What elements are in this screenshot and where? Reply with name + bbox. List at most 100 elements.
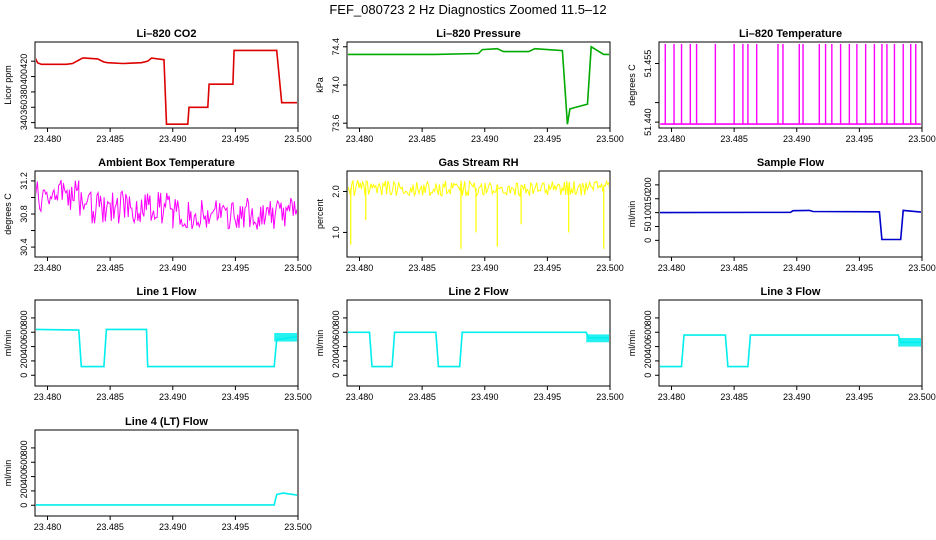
panel-6-ytick-label: 150 [643,191,653,206]
panel-8-ylabel: ml/min [315,330,325,357]
panel-9-xtick-label: 23.480 [658,392,686,402]
panel-6-ytick-label: 50 [643,221,653,231]
panel-3-xtick-label: 23.485 [720,134,748,144]
panel-6-data [660,209,921,241]
panel-4-xtick-label: 23.495 [222,263,250,273]
panel-9-xtick-label: 23.495 [846,392,874,402]
panel-10-title: Line 4 (LT) Flow [125,416,208,428]
panel-6-xtick-label: 23.495 [846,263,874,273]
panel-6-ytick-label: 200 [643,177,653,192]
panel-3-data [660,43,921,125]
panel-10-frame [34,429,299,517]
panel-9-ytick-label: 200 [643,353,653,368]
panel-7-data [36,328,297,368]
panel-9-ytick-label: 800 [643,310,653,325]
panel-4-xtick-label: 23.485 [96,263,124,273]
panel-7-ytick-label: 200 [19,353,29,368]
panel-3: Li–820 Temperature degrees C 23.480 23.485 2… [627,28,936,144]
panel-4-xtick-label: 23.500 [284,263,312,273]
panel-8-ytick-label: 800 [331,310,341,325]
panel-1-title: Li–820 CO2 [137,28,197,40]
panel-10-ylabel: ml/min [3,460,13,487]
panel-5-xtick-label: 23.500 [596,263,624,273]
panel-10-xtick-label: 23.500 [284,522,312,532]
panel-4: Ambient Box Temperature degrees C 23.480 23… [3,157,312,273]
panel-9-xtick-label: 23.485 [720,392,748,402]
panel-2-xtick-label: 23.495 [534,134,562,144]
panel-3-title: Li–820 Temperature [739,28,842,40]
panel-6-title: Sample Flow [757,157,825,169]
panel-6-frame [658,170,923,258]
panel-3-ylabel: degrees C [627,64,637,106]
panel-6-xtick-label: 23.500 [908,263,936,273]
panel-2-xtick-label: 23.500 [596,134,624,144]
panel-1-ytick-label: 360 [19,100,29,115]
panel-9-ytick-label: 400 [643,339,653,354]
panel-1-xtick-label: 23.500 [284,134,312,144]
panel-5-xtick-label: 23.490 [471,263,499,273]
panel-2-title: Li–820 Pressure [436,28,520,40]
panel-1-xtick-label: 23.495 [222,134,250,144]
panel-3-xtick-label: 23.495 [846,134,874,144]
panel-5-series-noise [348,179,609,198]
panel-9-xtick-label: 23.490 [783,392,811,402]
panel-8-xtick-label: 23.495 [534,392,562,402]
panel-9-title: Line 3 Flow [761,286,821,298]
panel-8: Line 2 Flow ml/min 23.480 23.485 23.490 23.49… [315,286,624,402]
panel-8-ytick-label: 200 [331,353,341,368]
panel-1-ytick-label: 400 [19,69,29,84]
panel-4-series-noise [36,179,297,230]
panel-2-series-line [348,45,609,125]
panel-7-ytick-label: 400 [19,339,29,354]
panel-7-frame [34,299,299,387]
panel-7-xtick-label: 23.480 [34,392,62,402]
panel-8-series-line [348,331,609,368]
panel-8-ytick-label: 600 [331,325,341,340]
panel-7-series-line [36,328,297,368]
panel-7-xtick-label: 23.490 [159,392,187,402]
panel-8-xtick-label: 23.480 [346,392,374,402]
panel-3-ytick-label: 51.455 [643,50,653,78]
panel-1: Li–820 CO2 Licor ppm 23.480 23.485 23.490 23.… [3,28,312,144]
panel-4-ytick-label: 30.8 [19,205,29,223]
panel-2-xtick-label: 23.490 [471,134,499,144]
panel-9-xtick-label: 23.500 [908,392,936,402]
panel-5: Gas Stream RH percent 23.480 23.485 23.490 23… [315,157,624,273]
panel-10-ytick-label: 200 [19,483,29,498]
panel-4-title: Ambient Box Temperature [98,157,235,169]
panel-10-xtick-label: 23.485 [96,522,124,532]
panel-1-ytick-label: 380 [19,84,29,99]
panel-1-data [36,49,297,125]
panel-7-ytick-label: 0 [19,373,29,378]
panel-10-xtick-label: 23.495 [222,522,250,532]
panel-9: Line 3 Flow ml/min 23.480 23.485 23.490 23.49… [627,286,936,402]
panel-9-noise-band [898,337,921,347]
panel-8-frame [346,299,611,387]
panel-6-xtick-label: 23.480 [658,263,686,273]
panel-8-ytick-label: 400 [331,339,341,354]
panel-8-xtick-label: 23.485 [408,392,436,402]
panel-6-ytick-label: 0 [643,238,653,243]
panel-7-ylabel: ml/min [3,330,13,357]
panel-3-xtick-label: 23.480 [658,134,686,144]
panel-10-ytick-label: 400 [19,469,29,484]
panel-2-xtick-label: 23.480 [346,134,374,144]
panel-8-data [348,331,609,368]
panel-3-xtick-label: 23.500 [908,134,936,144]
panel-5-ytick-label: 1.0 [331,226,341,239]
panel-4-ylabel: degrees C [3,193,13,235]
panel-1-series-line [36,49,297,125]
panel-10-xtick-label: 23.480 [34,522,62,532]
panel-4-ytick-label: 31.2 [19,172,29,190]
panel-4-ytick-label: 30.4 [19,238,29,256]
panel-3-frame [658,41,923,129]
panel-8-noise-band [586,334,609,343]
panel-10-ytick-label: 0 [19,503,29,508]
panel-4-xtick-label: 23.490 [159,263,187,273]
panel-5-data [348,179,609,249]
panel-9-frame [658,299,923,387]
panel-2-ylabel: kPa [315,77,325,93]
panel-10: Line 4 (LT) Flow ml/min 23.480 23.485 23.490… [3,416,312,532]
panel-6-xtick-label: 23.490 [783,263,811,273]
